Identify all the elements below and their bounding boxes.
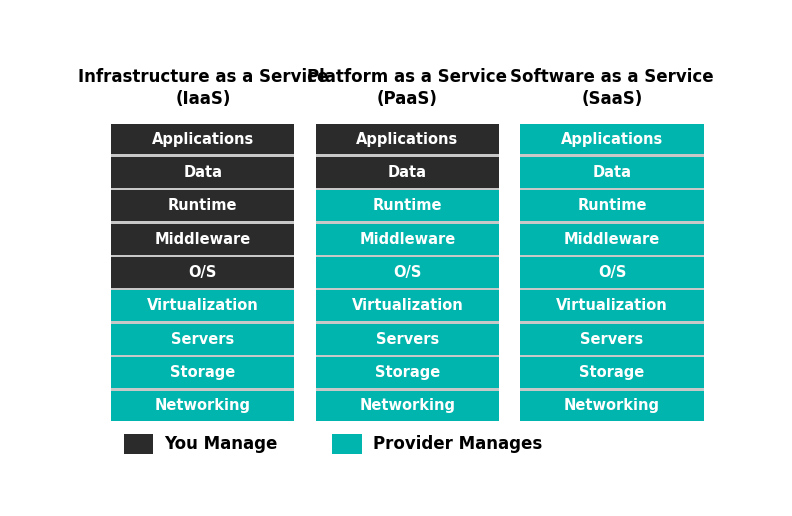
Text: You Manage: You Manage xyxy=(164,435,277,453)
Text: Platform as a Service
(PaaS): Platform as a Service (PaaS) xyxy=(307,68,508,108)
Text: Provider Manages: Provider Manages xyxy=(373,435,542,453)
Text: O/S: O/S xyxy=(598,265,626,280)
Bar xyxy=(111,291,295,321)
Bar xyxy=(111,324,295,354)
Text: Storage: Storage xyxy=(580,365,645,380)
Text: Servers: Servers xyxy=(581,332,644,347)
Text: Applications: Applications xyxy=(152,132,254,147)
Bar xyxy=(111,357,295,388)
Bar xyxy=(316,123,499,422)
Text: Networking: Networking xyxy=(360,398,455,413)
Bar xyxy=(111,157,295,188)
Bar xyxy=(316,257,499,288)
Text: Applications: Applications xyxy=(561,132,663,147)
Bar xyxy=(111,391,295,422)
Bar xyxy=(111,190,295,221)
Bar xyxy=(520,157,703,188)
Text: Applications: Applications xyxy=(356,132,459,147)
Bar xyxy=(316,157,499,188)
Text: Storage: Storage xyxy=(170,365,235,380)
Text: Data: Data xyxy=(388,165,427,180)
Text: O/S: O/S xyxy=(188,265,217,280)
Text: Virtualization: Virtualization xyxy=(352,298,463,313)
Text: Storage: Storage xyxy=(375,365,440,380)
Text: Middleware: Middleware xyxy=(360,232,455,247)
Bar xyxy=(520,391,703,422)
Bar xyxy=(316,357,499,388)
Bar xyxy=(520,324,703,354)
Text: Infrastructure as a Service
(IaaS): Infrastructure as a Service (IaaS) xyxy=(78,68,328,108)
Bar xyxy=(520,291,703,321)
Bar xyxy=(111,223,295,254)
Text: Middleware: Middleware xyxy=(564,232,661,247)
Text: Virtualization: Virtualization xyxy=(556,298,668,313)
Text: Data: Data xyxy=(183,165,223,180)
Bar xyxy=(111,257,295,288)
Text: Data: Data xyxy=(592,165,631,180)
Bar xyxy=(111,123,295,154)
Bar xyxy=(520,357,703,388)
Bar xyxy=(316,324,499,354)
Text: Runtime: Runtime xyxy=(577,198,647,213)
Bar xyxy=(316,391,499,422)
Text: Networking: Networking xyxy=(564,398,660,413)
Text: Networking: Networking xyxy=(154,398,251,413)
Bar xyxy=(316,123,499,154)
Bar xyxy=(520,190,703,221)
Bar xyxy=(520,123,703,422)
Bar xyxy=(520,123,703,154)
Bar xyxy=(520,257,703,288)
Text: Runtime: Runtime xyxy=(168,198,238,213)
Bar xyxy=(316,190,499,221)
Bar xyxy=(316,291,499,321)
Bar xyxy=(124,434,153,455)
Text: Servers: Servers xyxy=(171,332,234,347)
Bar xyxy=(333,434,362,455)
Bar xyxy=(520,223,703,254)
Text: Virtualization: Virtualization xyxy=(147,298,259,313)
Text: Middleware: Middleware xyxy=(154,232,251,247)
Text: Software as a Service
(SaaS): Software as a Service (SaaS) xyxy=(510,68,714,108)
Bar xyxy=(111,123,295,422)
Text: O/S: O/S xyxy=(394,265,421,280)
Bar xyxy=(316,223,499,254)
Text: Servers: Servers xyxy=(376,332,439,347)
Text: Runtime: Runtime xyxy=(373,198,442,213)
